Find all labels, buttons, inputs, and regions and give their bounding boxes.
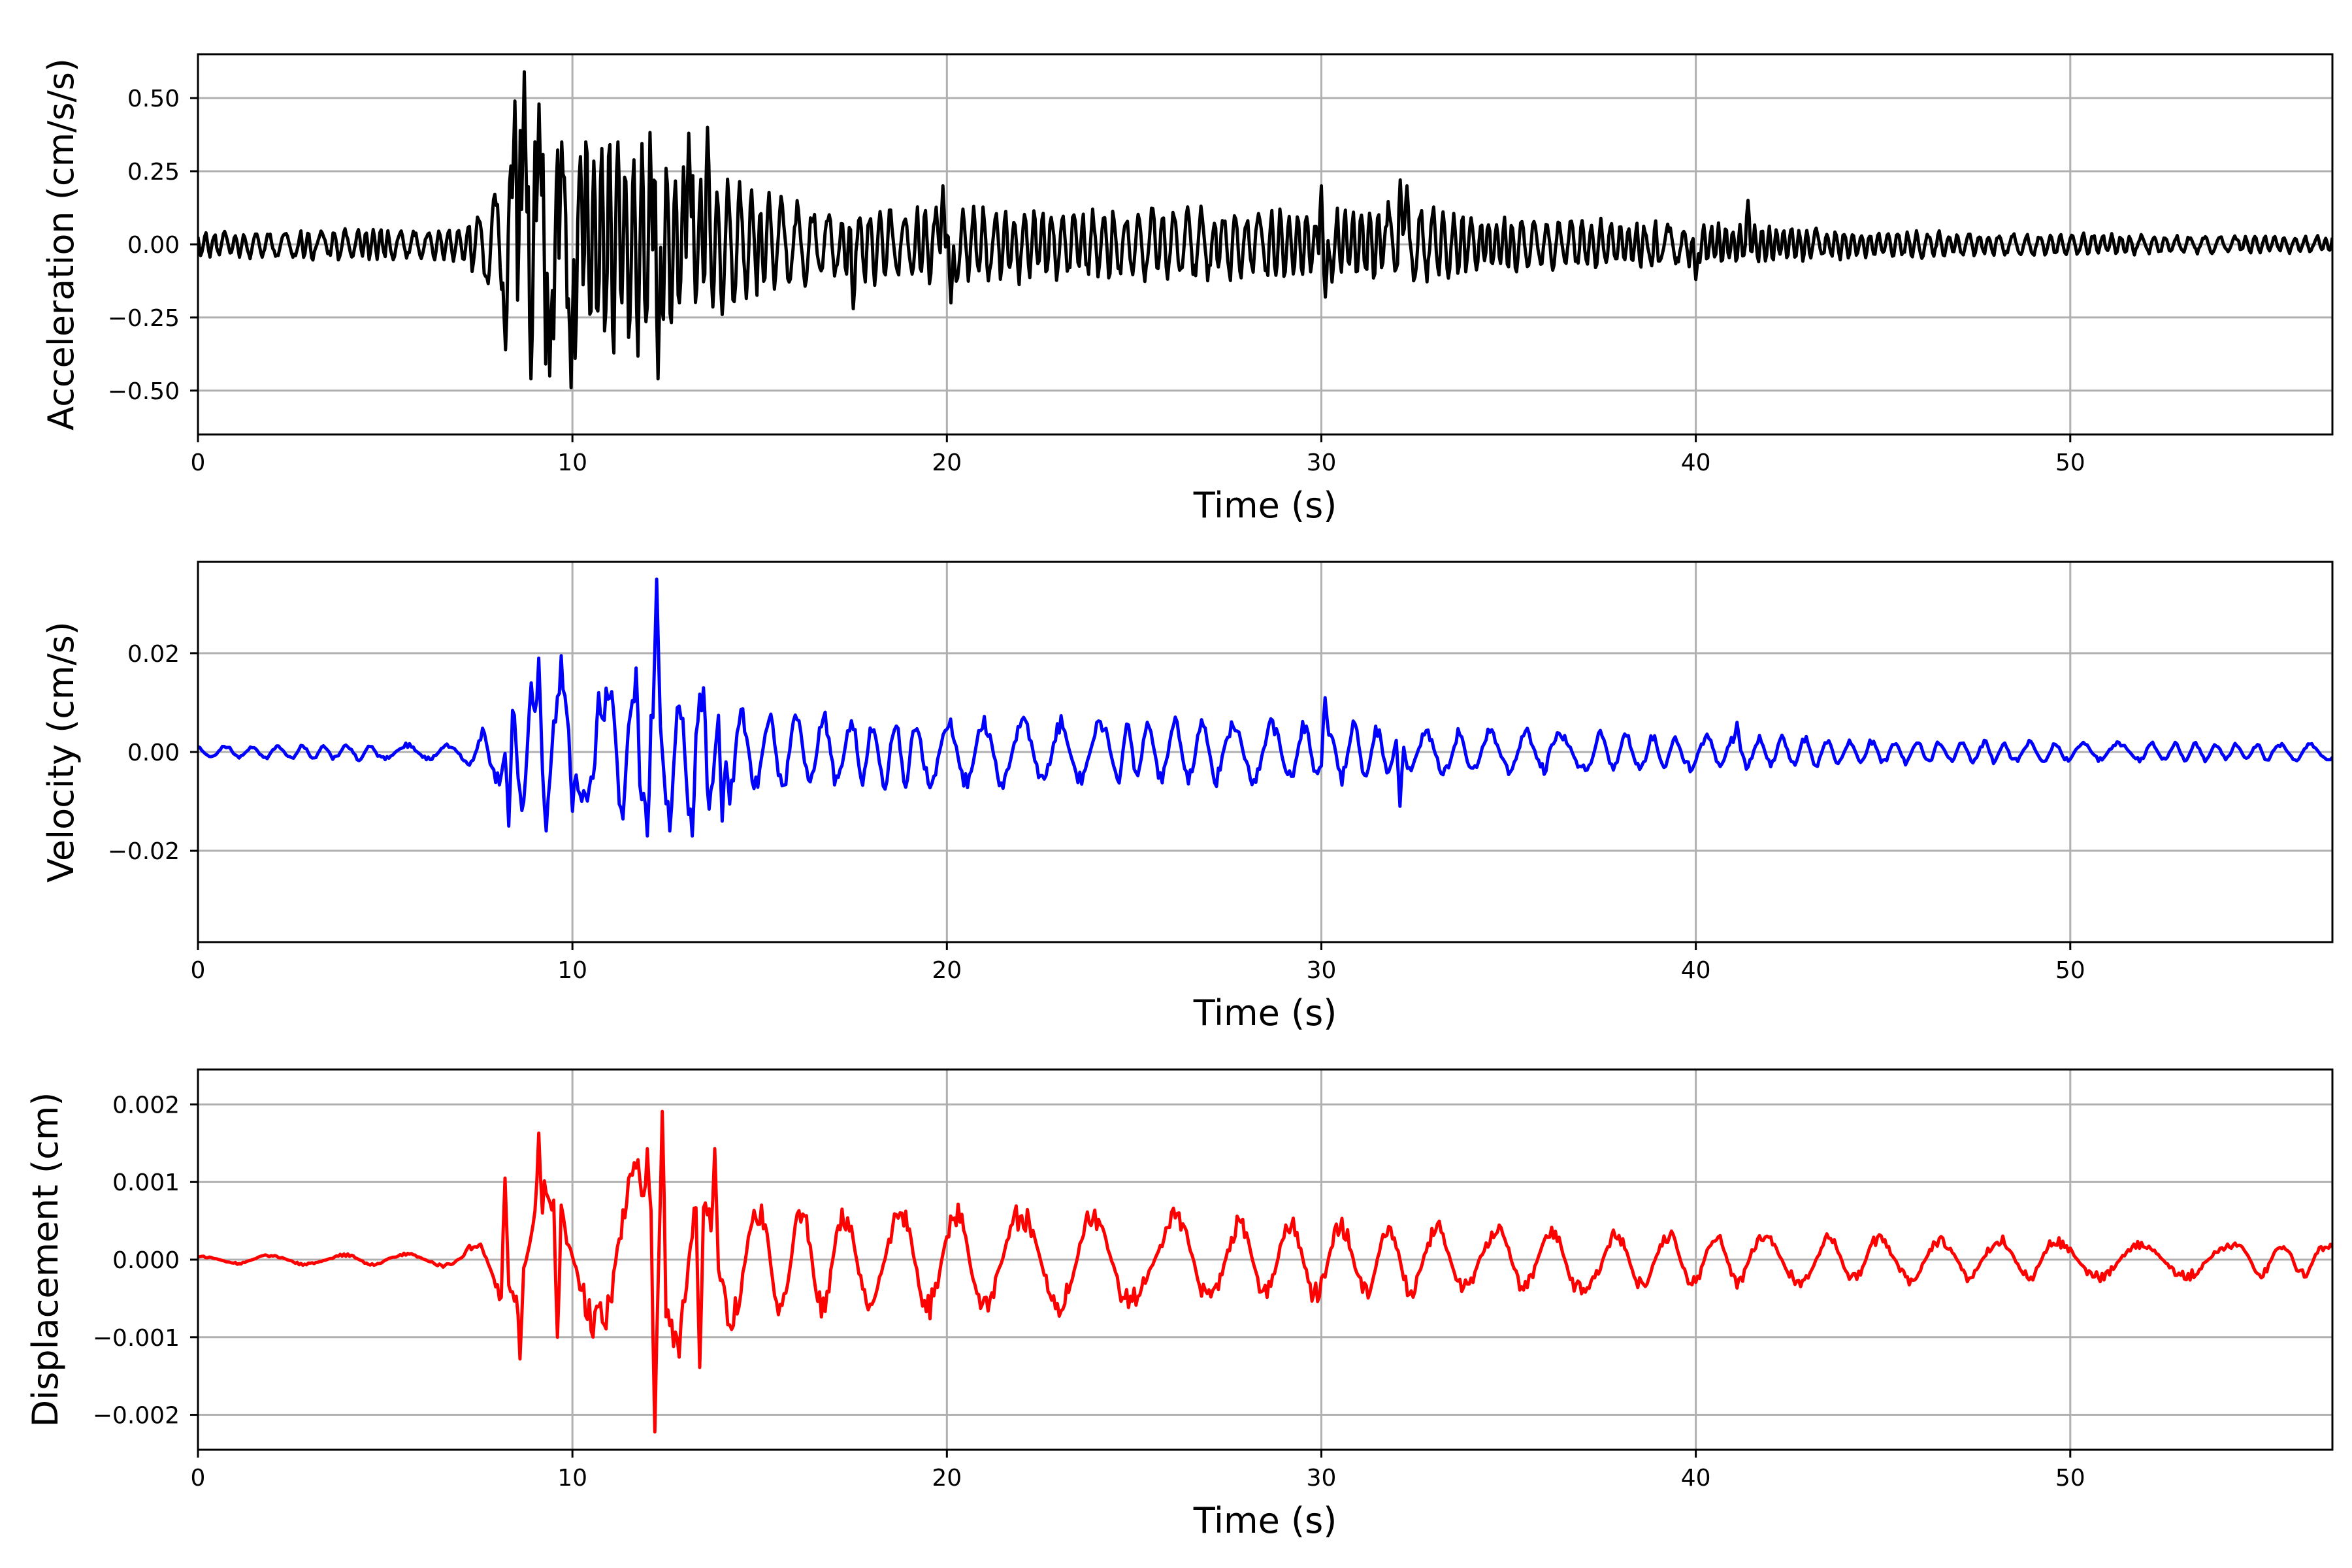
x-tick-label: 20 bbox=[932, 1465, 962, 1492]
x-tick-label: 40 bbox=[1681, 1465, 1711, 1492]
x-tick-label: 50 bbox=[2055, 1465, 2085, 1492]
x-tick-label: 20 bbox=[932, 449, 962, 476]
acceleration-panel: 0 10 20 30 40 50 0.50 0.25 0.00 −0.25 −0.50 Time (s… bbox=[41, 53, 2334, 526]
x-tick-label: 30 bbox=[1307, 449, 1337, 476]
y-axis-label: Displacement (cm) bbox=[25, 1092, 66, 1428]
y-tick-label: 0.02 bbox=[127, 641, 180, 668]
y-tick-label: 0.50 bbox=[127, 86, 180, 112]
x-tick-label: 40 bbox=[1681, 449, 1711, 476]
x-tick-label: 10 bbox=[557, 957, 587, 984]
x-tick-label: 40 bbox=[1681, 957, 1711, 984]
series-line bbox=[198, 578, 2332, 838]
y-axis-label: Acceleration (cm/s/s) bbox=[41, 58, 82, 431]
x-tick-label: 30 bbox=[1307, 957, 1337, 984]
x-tick-label: 10 bbox=[557, 1465, 587, 1492]
x-axis-label: Time (s) bbox=[1193, 1500, 1337, 1541]
series-line bbox=[198, 70, 2332, 389]
series-line bbox=[198, 1109, 2332, 1434]
x-tick-label: 20 bbox=[932, 957, 962, 984]
x-tick-label: 0 bbox=[191, 449, 206, 476]
y-tick-label: 0.25 bbox=[127, 159, 180, 186]
y-tick-label: 0.00 bbox=[127, 740, 180, 766]
y-tick-label: −0.02 bbox=[108, 838, 180, 865]
x-tick-label: 10 bbox=[557, 449, 587, 476]
y-tick-label: −0.25 bbox=[108, 305, 180, 332]
x-tick-label: 30 bbox=[1307, 1465, 1337, 1492]
y-tick-label: −0.002 bbox=[93, 1403, 180, 1429]
y-tick-label: 0.001 bbox=[112, 1169, 180, 1196]
x-tick-label: 50 bbox=[2055, 449, 2085, 476]
x-axis-label: Time (s) bbox=[1193, 485, 1337, 526]
y-axis-label: Velocity (cm/s) bbox=[41, 621, 82, 883]
displacement-panel: 0 10 20 30 40 50 0.002 0.001 0.000 −0.001 −0.002 Ti… bbox=[25, 1068, 2334, 1541]
y-tick-label: −0.001 bbox=[93, 1325, 180, 1352]
y-tick-label: 0.002 bbox=[112, 1092, 180, 1119]
y-tick-label: −0.50 bbox=[108, 378, 180, 405]
x-tick-label: 0 bbox=[191, 1465, 206, 1492]
x-tick-label: 50 bbox=[2055, 957, 2085, 984]
x-axis-label: Time (s) bbox=[1193, 992, 1337, 1034]
y-tick-label: 0.000 bbox=[112, 1247, 180, 1274]
x-tick-label: 0 bbox=[191, 957, 206, 984]
velocity-panel: 0 10 20 30 40 50 0.02 0.00 −0.02 Time (s) Velocity… bbox=[41, 561, 2334, 1034]
y-tick-label: 0.00 bbox=[127, 232, 180, 259]
